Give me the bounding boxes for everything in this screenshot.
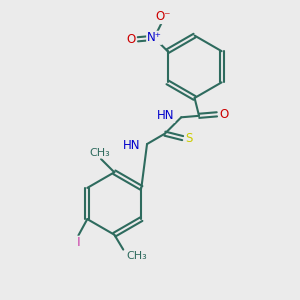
Text: CH₃: CH₃ (89, 148, 110, 158)
Text: I: I (76, 236, 80, 249)
Text: O⁻: O⁻ (155, 11, 171, 23)
Text: CH₃: CH₃ (126, 250, 147, 260)
Text: N⁺: N⁺ (147, 31, 162, 44)
Text: S: S (185, 132, 192, 145)
Text: HN: HN (157, 109, 175, 122)
Text: O: O (127, 33, 136, 46)
Text: O: O (220, 108, 229, 121)
Text: HN: HN (123, 139, 140, 152)
